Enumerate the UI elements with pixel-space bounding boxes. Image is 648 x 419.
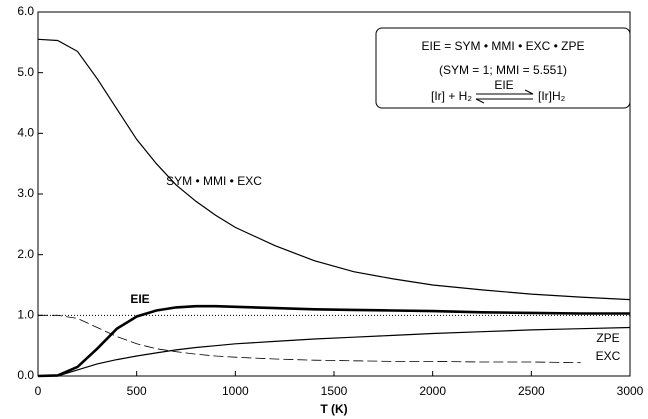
x-tick-label: 2000 xyxy=(419,384,446,398)
annotation-constants: (SYM = 1; MMI = 5.551) xyxy=(439,63,567,77)
series-line xyxy=(37,304,630,378)
reaction-left: [Ir] + H₂ xyxy=(431,89,472,103)
x-tick-label: 500 xyxy=(127,384,147,398)
series-line xyxy=(38,314,581,364)
series-label: EXC xyxy=(596,349,621,363)
x-axis-label: T (K) xyxy=(320,402,347,416)
forward-arrow xyxy=(476,89,534,95)
series-label: EIE xyxy=(130,292,149,306)
y-tick-label: 4.0 xyxy=(17,126,34,140)
y-tick-label: 0.0 xyxy=(17,368,34,382)
x-tick-label: 1500 xyxy=(321,384,348,398)
x-tick-label: 1000 xyxy=(222,384,249,398)
series-line xyxy=(38,326,631,377)
annotation-box xyxy=(375,27,631,109)
y-tick-label: 2.0 xyxy=(17,247,34,261)
y-tick-label: 3.0 xyxy=(17,186,34,200)
y-tick-label: 1.0 xyxy=(17,308,34,322)
x-tick-label: 3000 xyxy=(617,384,644,398)
y-tick-label: 5.0 xyxy=(17,65,34,79)
x-tick-label: 0 xyxy=(35,384,42,398)
series-label: SYM • MMI • EXC xyxy=(166,174,262,188)
annotation-equation: EIE = SYM • MMI • EXC • ZPE xyxy=(422,39,585,53)
series-label: ZPE xyxy=(596,331,619,345)
reaction-right: [Ir]H₂ xyxy=(538,89,566,103)
y-tick-label: 6.0 xyxy=(17,4,34,18)
reverse-arrow xyxy=(475,98,533,104)
series-line xyxy=(37,38,631,301)
x-tick-label: 2500 xyxy=(518,384,545,398)
reaction-arrow-label: EIE xyxy=(494,78,513,92)
